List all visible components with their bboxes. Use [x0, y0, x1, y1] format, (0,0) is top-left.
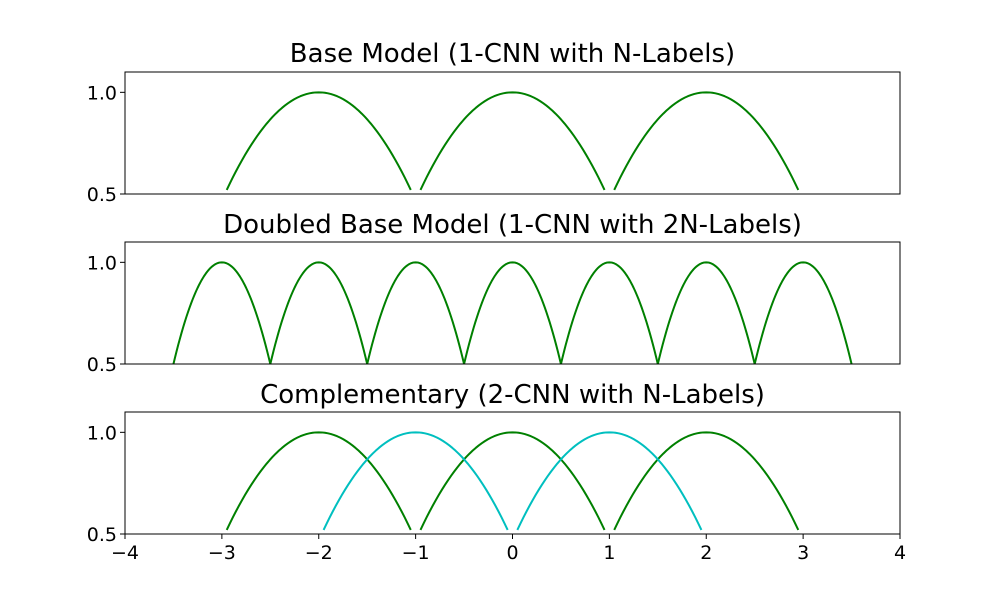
curve-series-2-arch-1 [322, 431, 509, 531]
x-tick-label: −3 [208, 542, 236, 564]
subplot-1: Base Model (1-CNN with N-Labels) 0.5 1.0 [87, 39, 901, 206]
curve-series-1-arch-2 [419, 431, 606, 531]
axes-frame [124, 241, 901, 365]
x-tick-label: −1 [402, 542, 430, 564]
x-tick-label: 0 [506, 542, 518, 564]
x-tick-label: 3 [797, 542, 809, 564]
y-tick-label: 1.0 [87, 422, 117, 444]
subplot-2: Doubled Base Model (1-CNN with 2N-Labels… [87, 210, 901, 376]
y-tick-label: 1.0 [87, 252, 117, 274]
curve-series-1-arch-2 [419, 91, 606, 191]
x-tick-label: 1 [603, 542, 615, 564]
curve-series-1-arch-5 [559, 261, 659, 365]
y-tick-label: 0.5 [87, 524, 117, 546]
axes-frame [124, 71, 901, 195]
x-tick-label: 2 [700, 542, 712, 564]
y-tick-label: 0.5 [87, 354, 117, 376]
curve-series-1-arch-3 [613, 431, 800, 531]
x-tick-label: −2 [305, 542, 333, 564]
x-tick-label: 4 [894, 542, 906, 564]
subplot-3: Complementary (2-CNN with N-Labels) 0.5 1.… [87, 380, 906, 564]
x-tick-label: −4 [111, 542, 139, 564]
curve-series-2-arch-2 [516, 431, 703, 531]
curve-series-1-arch-2 [269, 261, 369, 365]
curve-series-1-arch-1 [225, 91, 412, 191]
curve-series-1-arch-4 [463, 261, 562, 365]
subplot-title: Complementary (2-CNN with N-Labels) [260, 380, 765, 410]
subplot-title: Base Model (1-CNN with N-Labels) [290, 39, 735, 69]
subplot-title: Doubled Base Model (1-CNN with 2N-Labels… [223, 210, 802, 240]
curve-series-1-arch-3 [366, 261, 466, 365]
curve-series-1-arch-1 [225, 431, 412, 531]
axes-frame [124, 411, 901, 535]
curve-series-1-arch-7 [753, 261, 853, 365]
y-tick-label: 1.0 [87, 82, 117, 104]
curve-series-1-arch-6 [656, 261, 756, 365]
curve-series-1-arch-1 [172, 261, 272, 365]
y-tick-label: 0.5 [87, 184, 117, 206]
curve-series-1-arch-3 [613, 91, 800, 191]
